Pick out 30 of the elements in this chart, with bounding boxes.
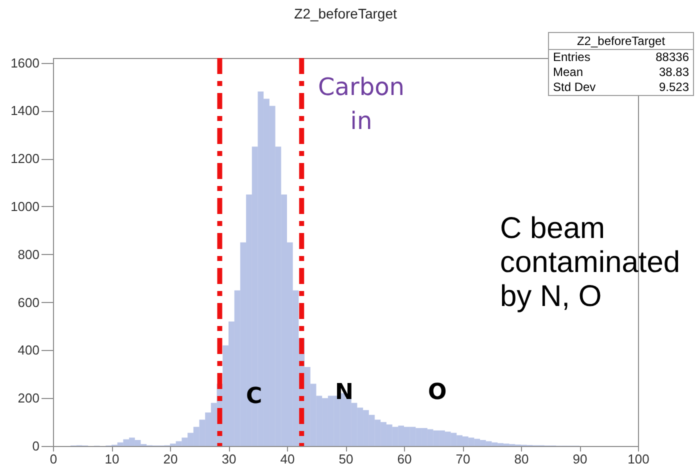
x-tick-label: 60	[397, 452, 412, 466]
y-tick-label: 200	[18, 390, 40, 406]
x-tick-label: 100	[628, 452, 650, 466]
x-tick-label: 90	[572, 452, 588, 466]
y-tick-label: 800	[18, 246, 40, 262]
annotation: C beam contaminated by N, O	[500, 212, 680, 314]
text: Mean 38.83	[553, 65, 689, 79]
y-tick-label: 1000	[10, 198, 40, 214]
y-tick-label: 400	[18, 342, 40, 358]
x-tick-label: 50	[338, 452, 354, 466]
text: Entries 88336	[553, 50, 689, 64]
x-tick-label: 20	[163, 452, 178, 466]
text: Std Dev 9.523	[553, 80, 689, 94]
x-tick-label: 10	[104, 452, 120, 466]
chart-title: Z2_beforeTarget	[294, 6, 397, 22]
x-tick-label: 70	[456, 452, 470, 466]
annotation: N	[335, 380, 354, 406]
x-tick-label: 0	[50, 452, 58, 466]
annotation: O	[428, 380, 447, 406]
y-tick-label: 0	[32, 438, 40, 454]
text: Z2_beforeTarget	[549, 33, 693, 50]
y-tick-label: 600	[18, 294, 40, 310]
x-tick-label: 40	[280, 452, 295, 466]
x-tick-label: 30	[222, 452, 236, 466]
y-tick-label: 1600	[10, 55, 40, 70]
x-tick-label: 80	[514, 452, 529, 466]
y-tick-label: 1200	[10, 151, 40, 166]
annotation: C	[246, 384, 262, 410]
y-tick-label: 1400	[10, 103, 40, 118]
annotation: Carbon in	[318, 72, 404, 137]
